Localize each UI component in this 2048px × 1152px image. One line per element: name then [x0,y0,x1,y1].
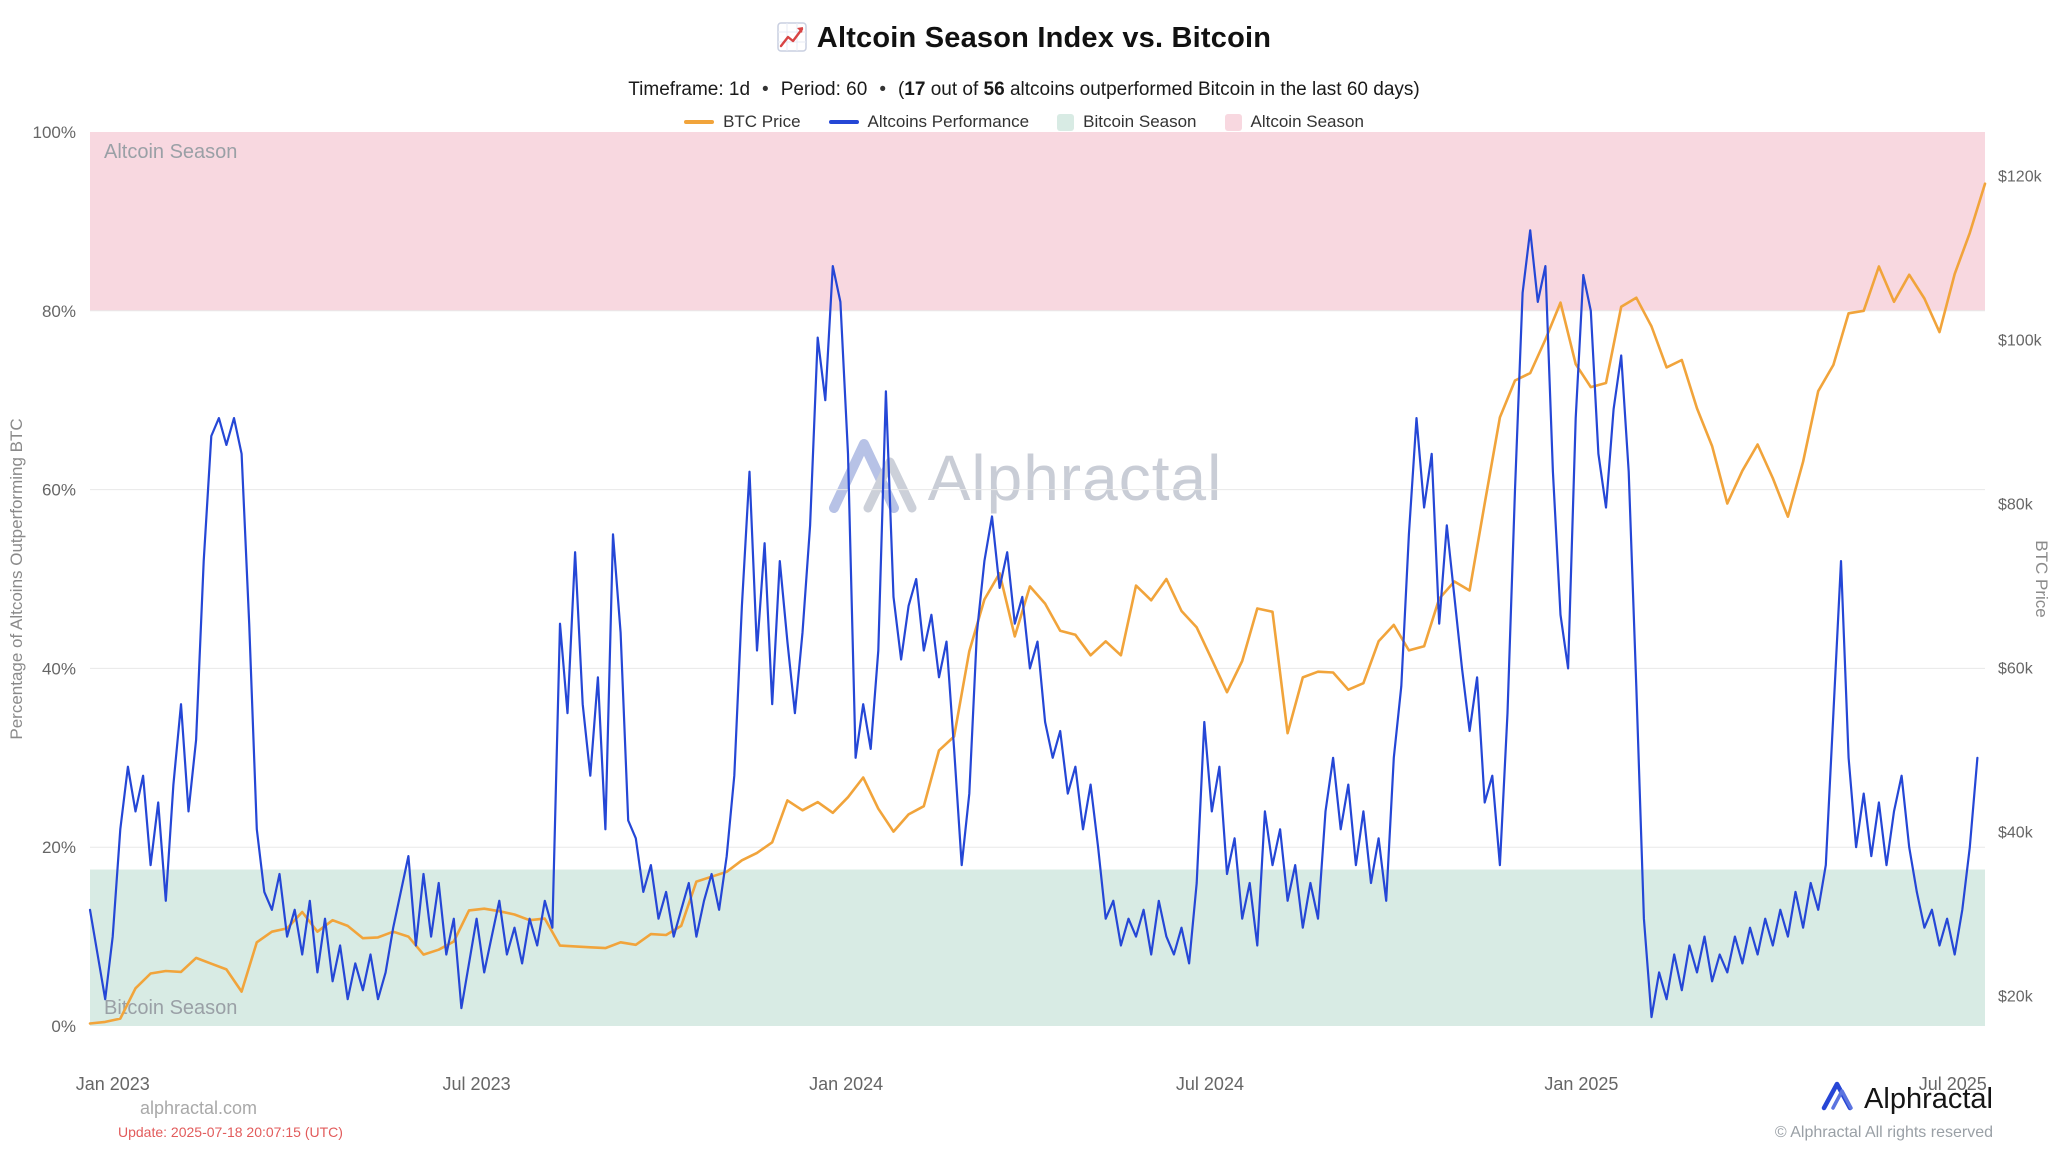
footer-source: alphractal.com Update: 2025-07-18 20:07:… [118,1098,343,1140]
source-site-text: alphractal.com [140,1098,258,1118]
x-tick-label: Jul 2024 [1176,1074,1244,1094]
altcoin-season-swatch [1224,113,1242,131]
subtitle-timeframe: Timeframe: 1d [628,79,751,100]
y-right-tick-label: $120k [1998,168,2043,185]
y-right-tick-label: $80k [1998,497,2034,514]
x-tick-label: Jan 2023 [76,1074,150,1094]
subtitle-separator: • [879,79,886,100]
y-right-tick-label: $60k [1998,661,2034,678]
legend-item-altcoin-season[interactable]: Altcoin Season [1224,112,1364,132]
y-left-tick-label: 80% [42,302,76,321]
y-left-tick-label: 0% [51,1017,76,1036]
legend-label: Altcoin Season [1250,112,1364,131]
x-tick-label: Jan 2024 [809,1074,883,1094]
y-right-tick-label: $100k [1998,333,2043,350]
copyright-text: © Alphractal All rights reserved [1774,1124,1993,1141]
legend-item-bitcoin-season[interactable]: Bitcoin Season [1057,112,1197,132]
outperformed-count: 17 [904,79,926,100]
footer-brand: Alphractal © Alphractal All rights reser… [1775,1080,1993,1142]
x-tick-label: Jan 2025 [1544,1074,1618,1094]
update-timestamp: Update: 2025-07-18 20:07:15 (UTC) [118,1124,343,1140]
y-left-axis-title: Percentage of Altcoins Outperforming BTC [7,418,26,739]
page-subtitle: Timeframe: 1d • Period: 60 • (17 out of 56 a… [0,79,2048,101]
chart-legend: BTC Price Altcoins Performance Bitcoin Sea… [0,112,2048,132]
subtitle-period: Period: 60 [780,79,868,100]
alphractal-logo-icon [1821,1080,1855,1119]
bitcoin-season-label: Bitcoin Season [104,997,237,1019]
btc-price-line[interactable] [88,182,1987,1025]
legend-label: Bitcoin Season [1083,112,1197,131]
legend-label: Altcoins Performance [867,112,1030,131]
page-title: Altcoin Season Index vs. Bitcoin [0,22,2048,60]
brand-wordmark: Alphractal [1864,1083,1993,1115]
subtitle-separator: • [762,79,769,100]
subtitle-stat: (17 out of 56 altcoins outperformed Bitc… [897,79,1420,100]
y-left-tick-label: 60% [42,481,76,500]
x-tick-label: Jul 2023 [443,1074,511,1094]
y-left-tick-label: 40% [42,659,76,678]
bitcoin-season-band [90,869,1985,1026]
legend-label: BTC Price [723,112,801,131]
total-altcoins-count: 56 [983,79,1005,100]
y-left-tick-label: 100% [33,123,76,142]
altcoins-performance-line[interactable] [88,229,1979,1019]
altcoin-season-band [90,132,1985,311]
altcoin-season-label: Altcoin Season [104,141,237,163]
bitcoin-season-swatch [1057,113,1075,131]
y-left-tick-label: 20% [42,838,76,857]
btc-price-swatch [684,120,715,124]
page-title-text: Altcoin Season Index vs. Bitcoin [816,22,1272,54]
x-tick-label: Jul 2025 [1919,1074,1987,1094]
y-right-tick-label: $40k [1998,825,2034,842]
y-right-axis-title: BTC Price [2032,540,2048,617]
legend-item-btc-price[interactable]: BTC Price [684,112,801,132]
altcoins-performance-swatch [828,120,859,124]
y-right-tick-label: $20k [1998,989,2034,1006]
chart-up-icon [777,22,807,60]
legend-item-altcoins-performance[interactable]: Altcoins Performance [828,112,1030,132]
